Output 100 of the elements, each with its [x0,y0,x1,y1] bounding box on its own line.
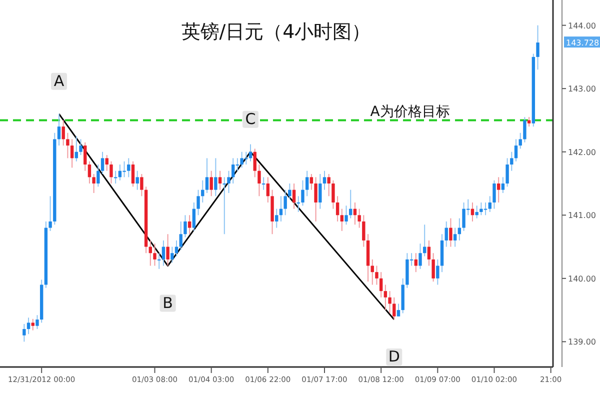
candlestick [196,189,200,216]
y-tick-label: 141.00 [568,211,596,220]
candlestick [344,205,348,226]
candlestick [205,158,209,194]
candlestick [436,258,440,286]
candlestick [514,138,518,162]
candlestick [92,174,96,194]
candlestick [131,160,135,188]
candlestick [305,170,309,197]
candlestick [375,265,378,286]
candlestick [462,202,466,232]
candlestick [362,214,366,248]
candlestick [266,176,270,203]
text: 143.728 [566,38,600,48]
candlestick [501,176,505,194]
y-tick-label: 144.00 [568,21,596,30]
candlestick [322,170,326,190]
candlestick [301,180,304,206]
candlestick [384,284,388,311]
y-tick-label: 142.00 [568,148,596,157]
candlestick [153,243,156,266]
candlestick [332,180,335,210]
candlestick [179,220,182,250]
candlestick [288,183,292,200]
candlestick [488,196,492,212]
candlestick [184,214,187,238]
candlestick [396,303,400,317]
y-tick-label: 143.00 [568,84,596,94]
candlestick [310,174,314,190]
candlestick [453,227,457,248]
candlestick [96,164,100,188]
candlestick [449,218,452,248]
candlestick [62,120,65,146]
candlestick [127,158,130,178]
candlestick [26,317,30,335]
candlestick [66,132,70,159]
candlestick [496,176,500,203]
candlestick [379,272,383,298]
candlestick [36,314,39,330]
candlestick [292,183,296,210]
annotation: B [162,294,173,312]
candlestick [170,246,174,264]
candlestick [327,174,330,197]
candlestick [57,113,61,146]
candlestick [318,174,322,210]
candlestick [140,174,144,197]
candlestick [88,160,92,184]
candlestick [427,240,431,266]
y-tick-label: 139.00 [568,338,596,347]
candlestick [523,116,526,143]
candlestick [110,160,113,184]
candlestick [392,296,396,320]
candlestick [227,170,230,194]
candlestick [475,205,478,219]
candlestick [284,189,287,216]
candlestick [222,176,226,235]
candlestick [275,208,278,228]
candlestick [506,158,509,188]
candlestick [258,164,261,197]
candlestick [336,196,340,222]
candlestick [84,142,87,172]
candlestick [31,318,34,331]
candlestick [105,154,108,172]
candlestick [492,180,496,210]
candlestick [79,138,82,156]
candlestick [100,151,104,175]
candlestick [188,214,192,235]
candlestick [388,290,392,314]
candlestick [192,202,196,232]
candlestick [314,176,318,222]
ref-line-label: A为价格目标 [370,104,450,120]
candlestick [484,202,488,216]
candlestick [218,170,222,190]
candlestick [480,202,483,216]
candlestick [48,196,52,232]
candlestick [166,234,170,266]
candlestick [136,170,139,190]
candlestick [536,24,540,70]
candlestick [527,116,531,128]
candlestick [262,176,266,190]
candlestick [296,196,300,212]
candlestick [122,160,126,178]
candlestick [510,151,514,172]
candlestick [414,252,418,273]
candlestick [210,170,213,197]
candlestick [358,208,361,228]
candlestick [22,323,26,342]
candlestick [340,208,344,232]
candlestick [418,243,422,270]
candlestick [231,158,235,184]
text: 英镑/日元（4小时图） [181,21,371,43]
candlestick [444,220,448,248]
candlestick [214,158,218,197]
candlestick [518,132,522,150]
candlestick [114,170,118,184]
candlestick [158,252,161,270]
candlestick [253,148,256,178]
candlestick [432,252,435,282]
candlestick [162,240,166,266]
y-tick-label: 140.00 [568,274,596,284]
